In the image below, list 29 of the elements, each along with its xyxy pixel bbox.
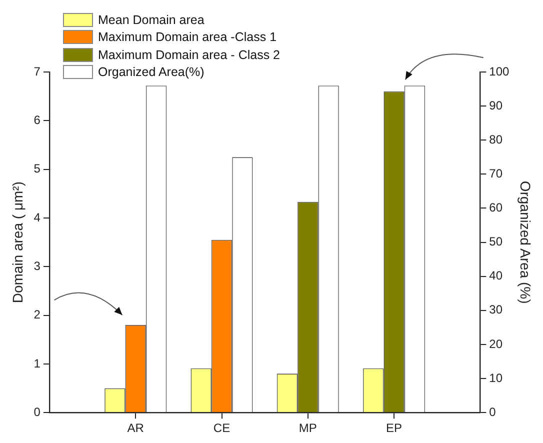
x-tick-label: EP [386, 421, 402, 436]
y2-tick-label: 100 [489, 64, 510, 78]
y2-tick-label: 70 [489, 166, 503, 180]
y2-tick-label: 30 [489, 302, 503, 317]
y2-tick-label: 80 [489, 132, 503, 146]
x-tick-label: CE [213, 421, 230, 436]
y-tick-label: 6 [34, 112, 41, 127]
x-tick-label: MP [298, 421, 317, 436]
series-label: Organized Area(%) [98, 65, 204, 80]
y-axis-title: Domain area ( μm²) [9, 181, 26, 304]
y-tick-label: 4 [34, 210, 41, 224]
legend-label: Maximum Domain area - Class 2 [98, 48, 280, 62]
y2-tick-label: 0 [489, 404, 496, 419]
y-tick-label: 5 [34, 162, 41, 176]
y-tick-label: 3 [34, 258, 41, 273]
y2-tick-label: 50 [489, 234, 503, 249]
legend-label: Maximum Domain area -Class 1 [98, 30, 277, 44]
y2-tick-label: 60 [489, 200, 503, 215]
y-tick-label: 0 [34, 404, 41, 419]
y-tick-label: 1 [34, 356, 41, 370]
x-tick-label: AR [127, 421, 144, 436]
y2-tick-label: 10 [489, 370, 503, 385]
y2-tick-label: 20 [489, 336, 503, 351]
y2-axis-title: Organized Area (%) [518, 180, 534, 304]
y-tick-label: 7 [34, 64, 41, 78]
y2-tick-label: 90 [489, 98, 503, 112]
legend-label: Mean Domain area [98, 12, 204, 27]
y2-tick-label: 40 [489, 268, 503, 283]
y-tick-label: 2 [34, 308, 41, 322]
